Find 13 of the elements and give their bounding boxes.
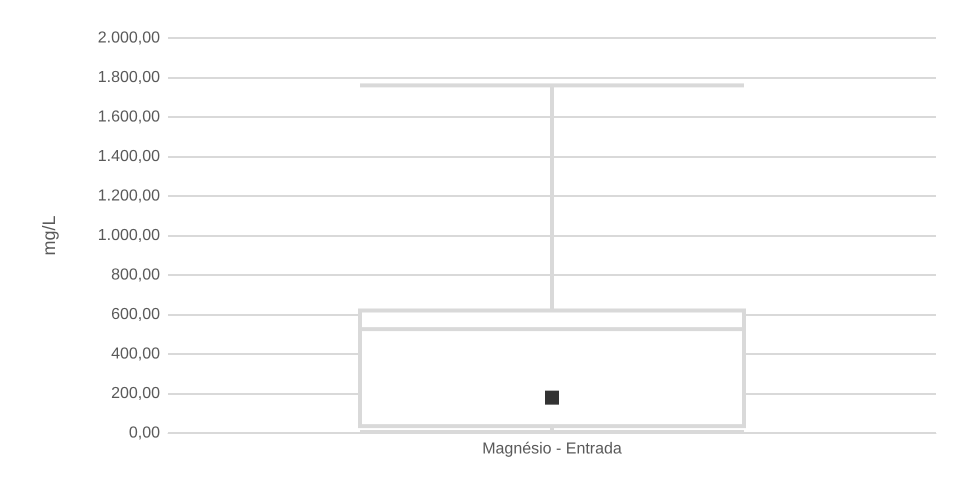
y-tick-label: 1.000,00 [98,227,160,244]
y-tick-label: 1.400,00 [98,148,160,165]
y-tick-label: 400,00 [111,346,160,362]
y-tick-label: 0,00 [128,424,160,442]
y-axis-title: mg/L [39,215,59,256]
y-tick-label: 1.200,00 [98,188,160,204]
y-tick-label: 1.600,00 [98,108,160,126]
y-tick-label: 200,00 [111,385,160,402]
y-tick-label: 600,00 [111,306,160,323]
y-tick-label: 800,00 [111,266,160,284]
x-tick-label: Magnésio - Entrada [482,440,622,458]
y-tick-label: 1.800,00 [98,69,160,86]
y-tick-label: 2.000,00 [98,30,160,46]
